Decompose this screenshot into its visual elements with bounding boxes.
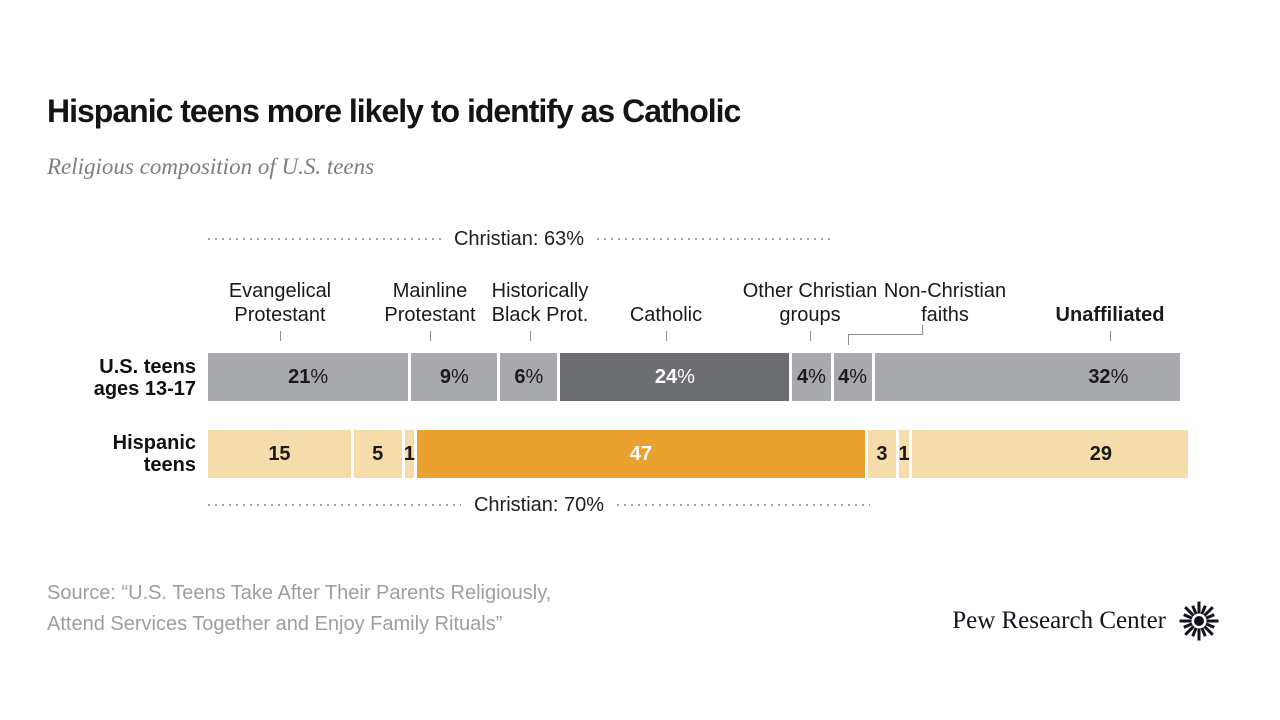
bar-value-label: 5 xyxy=(372,442,384,465)
bar-segment-historically-black-prot: 6% xyxy=(500,353,558,401)
bar-value-label: 1 xyxy=(403,442,415,465)
source-text: Source: “U.S. Teens Take After Their Par… xyxy=(47,582,552,635)
bar-segment-evangelical-protestant: 15 xyxy=(208,430,351,478)
category-tick xyxy=(1110,331,1111,341)
bar-segment-catholic: 47 xyxy=(417,430,865,478)
bar-segment-historically-black-prot: 1 xyxy=(403,430,415,478)
bar-value-label: 6% xyxy=(514,365,544,388)
category-tick xyxy=(280,331,281,341)
category-label-unaffiliated: Unaffiliated xyxy=(1055,304,1165,326)
category-label-other-christian-groups: Other Christian groups xyxy=(742,280,878,326)
category-label-evangelical-protestant: Evangelical Protestant xyxy=(228,280,332,326)
category-label-mainline-protestant: Mainline Protestant xyxy=(384,280,476,326)
bar-value-label: 24% xyxy=(654,365,695,388)
bar-segment-mainline-protestant: 5 xyxy=(353,430,402,478)
category-label-historically-black-prot: Historically Black Prot. xyxy=(491,280,589,326)
category-tick xyxy=(666,331,667,341)
bar-value-label: 4% xyxy=(797,365,826,388)
bar-segment-non-christian-faiths: 4% xyxy=(833,353,872,401)
bar-hispanic-teens: 15 5 1 47 3 1 29 xyxy=(208,430,1189,478)
dotted-line xyxy=(208,504,461,506)
non-christian-connector-horizontal xyxy=(848,334,923,335)
bar-value-label: 9% xyxy=(439,365,469,388)
bar-segment-evangelical-protestant: 21% xyxy=(208,353,409,401)
page-title: Hispanic teens more likely to identify a… xyxy=(47,93,741,129)
christian-bracket-label-us: Christian: 63% xyxy=(453,227,585,250)
bar-us-teens: 21% 9% 6% 24% 4% 4% 32% xyxy=(208,353,1180,401)
row-label-us-teens: U.S. teens ages 13-17 xyxy=(93,356,196,400)
category-label-catholic: Catholic xyxy=(629,304,703,326)
row-label-hispanic-teens: Hispanic teens xyxy=(112,432,196,476)
bar-segment-mainline-protestant: 9% xyxy=(411,353,498,401)
pew-logo: Pew Research Center xyxy=(952,600,1220,642)
bar-segment-other-christian-groups: 4% xyxy=(792,353,831,401)
bar-segment-non-christian-faiths: 1 xyxy=(898,430,910,478)
sunburst-icon xyxy=(1179,601,1219,641)
bar-value-label: 4% xyxy=(838,365,868,388)
non-christian-connector-down xyxy=(848,334,849,345)
category-tick xyxy=(530,331,531,341)
non-christian-connector-up xyxy=(922,325,923,335)
bar-segment-catholic: 24% xyxy=(560,353,790,401)
category-tick xyxy=(810,331,811,341)
dotted-line xyxy=(617,504,870,506)
category-tick xyxy=(430,331,431,341)
bar-value-label: 3 xyxy=(876,442,888,465)
bar-value-label: 47 xyxy=(629,442,652,465)
christian-bracket-us: Christian: 63% xyxy=(208,226,830,252)
bar-value-label: 32% xyxy=(1088,365,1129,388)
christian-bracket-label-hispanic: Christian: 70% xyxy=(473,493,605,516)
bar-segment-unaffiliated: 29 xyxy=(911,430,1189,478)
dotted-line xyxy=(208,238,441,240)
bar-segment-unaffiliated: 32% xyxy=(874,353,1180,401)
bar-value-label: 1 xyxy=(898,442,910,465)
pew-logo-text: Pew Research Center xyxy=(952,607,1166,634)
dotted-line xyxy=(597,238,830,240)
page-subtitle: Religious composition of U.S. teens xyxy=(47,154,375,179)
bar-value-label: 15 xyxy=(268,442,291,465)
bar-value-label: 29 xyxy=(1089,442,1113,465)
bar-segment-other-christian-groups: 3 xyxy=(867,430,897,478)
category-label-non-christian-faiths: Non-Christian faiths xyxy=(883,280,1007,326)
bar-value-label: 21% xyxy=(288,365,329,388)
christian-bracket-hispanic: Christian: 70% xyxy=(208,492,870,518)
